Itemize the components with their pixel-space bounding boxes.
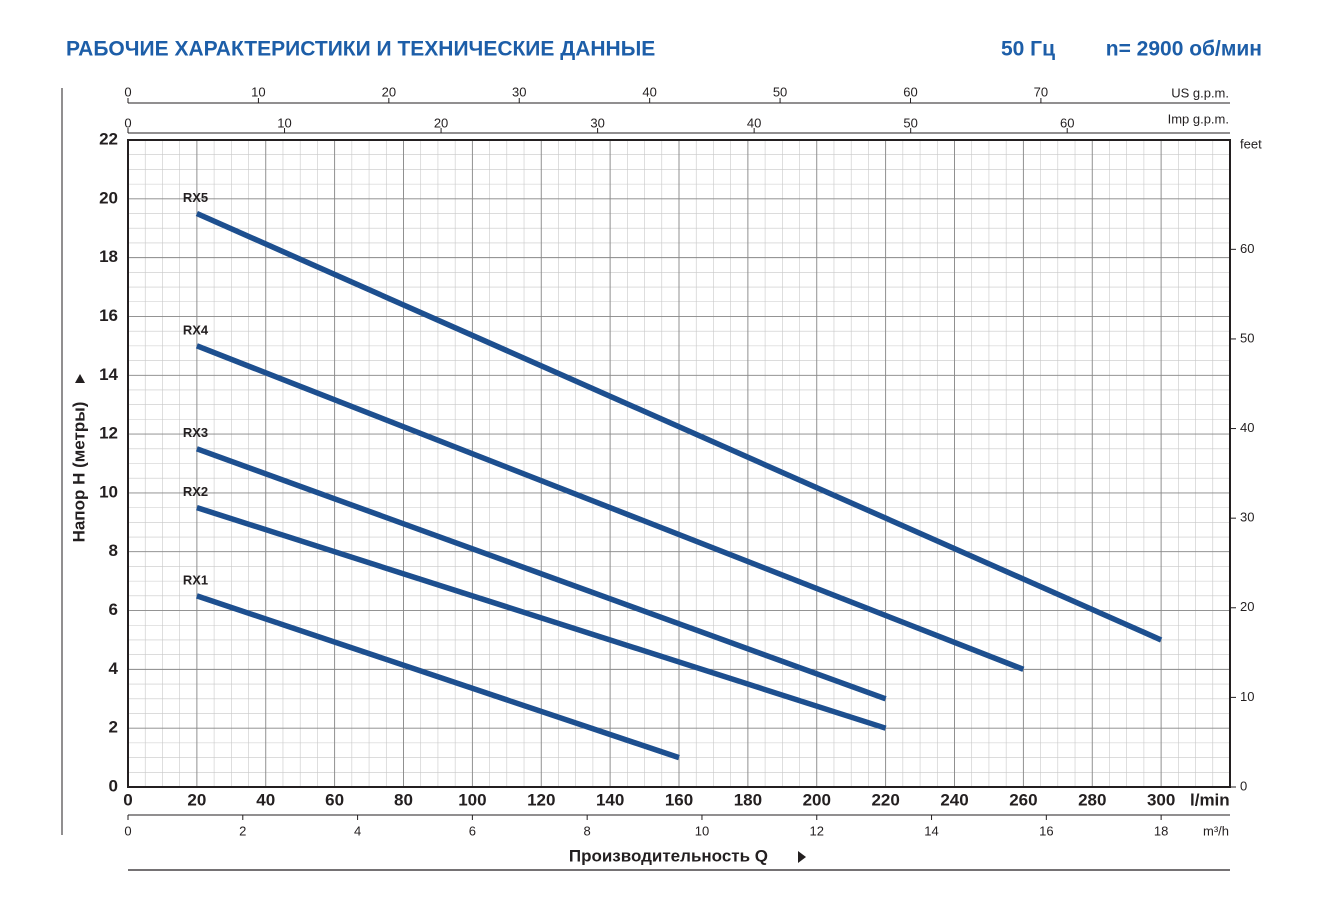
y-tick-label: 16 (99, 306, 118, 325)
series-label: RX2 (183, 484, 208, 499)
y2-tick-label: 20 (1240, 599, 1254, 614)
x-tick-label: 40 (256, 790, 275, 809)
top-tick-label: 40 (642, 84, 656, 99)
bottom-tick-label: 14 (924, 823, 938, 838)
top-unit: US g.p.m. (1171, 85, 1229, 100)
y-tick-label: 12 (99, 424, 118, 443)
y2-tick-label: 0 (1240, 778, 1247, 793)
y2-tick-label: 30 (1240, 510, 1254, 525)
top-tick-label: 10 (277, 115, 291, 130)
x-tick-label: 180 (734, 790, 762, 809)
top-tick-label: 70 (1034, 84, 1048, 99)
series-label: RX5 (183, 190, 208, 205)
x-tick-label: 140 (596, 790, 624, 809)
bottom-unit: m³/h (1203, 823, 1229, 838)
x-axis-title: Производительность Q (569, 846, 768, 865)
top-tick-label: 0 (124, 115, 131, 130)
bottom-tick-label: 18 (1154, 823, 1168, 838)
y-tick-label: 10 (99, 482, 118, 501)
x-tick-label: 20 (187, 790, 206, 809)
x-tick-label: 120 (527, 790, 555, 809)
y2-unit: feet (1240, 136, 1262, 151)
y-tick-label: 2 (109, 718, 118, 737)
y-tick-label: 20 (99, 188, 118, 207)
y2-tick-label: 50 (1240, 330, 1254, 345)
plot-frame (127, 139, 1231, 788)
top-unit: Imp g.p.m. (1168, 111, 1229, 126)
bottom-tick-label: 2 (239, 823, 246, 838)
top-tick-label: 20 (434, 115, 448, 130)
curve (195, 343, 1025, 672)
bottom-tick-label: 0 (124, 823, 131, 838)
top-tick-label: 50 (903, 115, 917, 130)
top-tick-label: 30 (512, 84, 526, 99)
bottom-tick-label: 6 (469, 823, 476, 838)
top-tick-label: 40 (747, 115, 761, 130)
curve (196, 504, 887, 731)
bottom-tick-label: 4 (354, 823, 361, 838)
x-tick-label: 280 (1078, 790, 1106, 809)
y2-tick-label: 10 (1240, 689, 1254, 704)
chart-title: РАБОЧИЕ ХАРАКТЕРИСТИКИ И ТЕХНИЧЕСКИЕ ДАН… (66, 38, 655, 61)
x-tick-label: 240 (940, 790, 968, 809)
series-label: RX3 (183, 425, 208, 440)
y-axis-title: Напор H (метры) (69, 402, 88, 543)
arrow (798, 851, 806, 863)
top-tick-label: 60 (1060, 115, 1074, 130)
bottom-tick-label: 16 (1039, 823, 1053, 838)
x-tick-label: 80 (394, 790, 413, 809)
x-tick-label: 200 (803, 790, 831, 809)
y2-tick-label: 60 (1240, 241, 1254, 256)
top-tick-label: 60 (903, 84, 917, 99)
x-unit: l/min (1190, 790, 1230, 809)
series-label: RX4 (183, 322, 209, 337)
top-tick-label: 0 (124, 84, 131, 99)
top-tick-label: 30 (590, 115, 604, 130)
y2-tick-label: 40 (1240, 420, 1254, 435)
x-tick-label: 260 (1009, 790, 1037, 809)
x-tick-label: 60 (325, 790, 344, 809)
x-tick-label: 0 (123, 790, 132, 809)
y-tick-label: 6 (109, 600, 118, 619)
series-label: RX1 (183, 572, 208, 587)
speed: n= 2900 об/мин (1106, 38, 1262, 61)
x-tick-label: 300 (1147, 790, 1175, 809)
y-tick-label: 0 (109, 776, 118, 795)
x-tick-label: 100 (458, 790, 486, 809)
x-tick-label: 160 (665, 790, 693, 809)
curve (196, 593, 680, 761)
y-tick-label: 8 (109, 541, 118, 560)
bottom-tick-label: 10 (695, 823, 709, 838)
bottom-tick-label: 12 (810, 823, 824, 838)
curve (195, 446, 887, 702)
top-tick-label: 10 (251, 84, 265, 99)
y-tick-label: 22 (99, 129, 118, 148)
y-tick-label: 14 (99, 365, 118, 384)
curve (195, 211, 1163, 643)
x-tick-label: 220 (871, 790, 899, 809)
bottom-tick-label: 8 (584, 823, 591, 838)
arrow (75, 374, 85, 383)
top-tick-label: 50 (773, 84, 787, 99)
frequency: 50 Гц (1001, 38, 1055, 61)
top-tick-label: 20 (382, 84, 396, 99)
y-tick-label: 4 (109, 659, 119, 678)
y-tick-label: 18 (99, 247, 118, 266)
